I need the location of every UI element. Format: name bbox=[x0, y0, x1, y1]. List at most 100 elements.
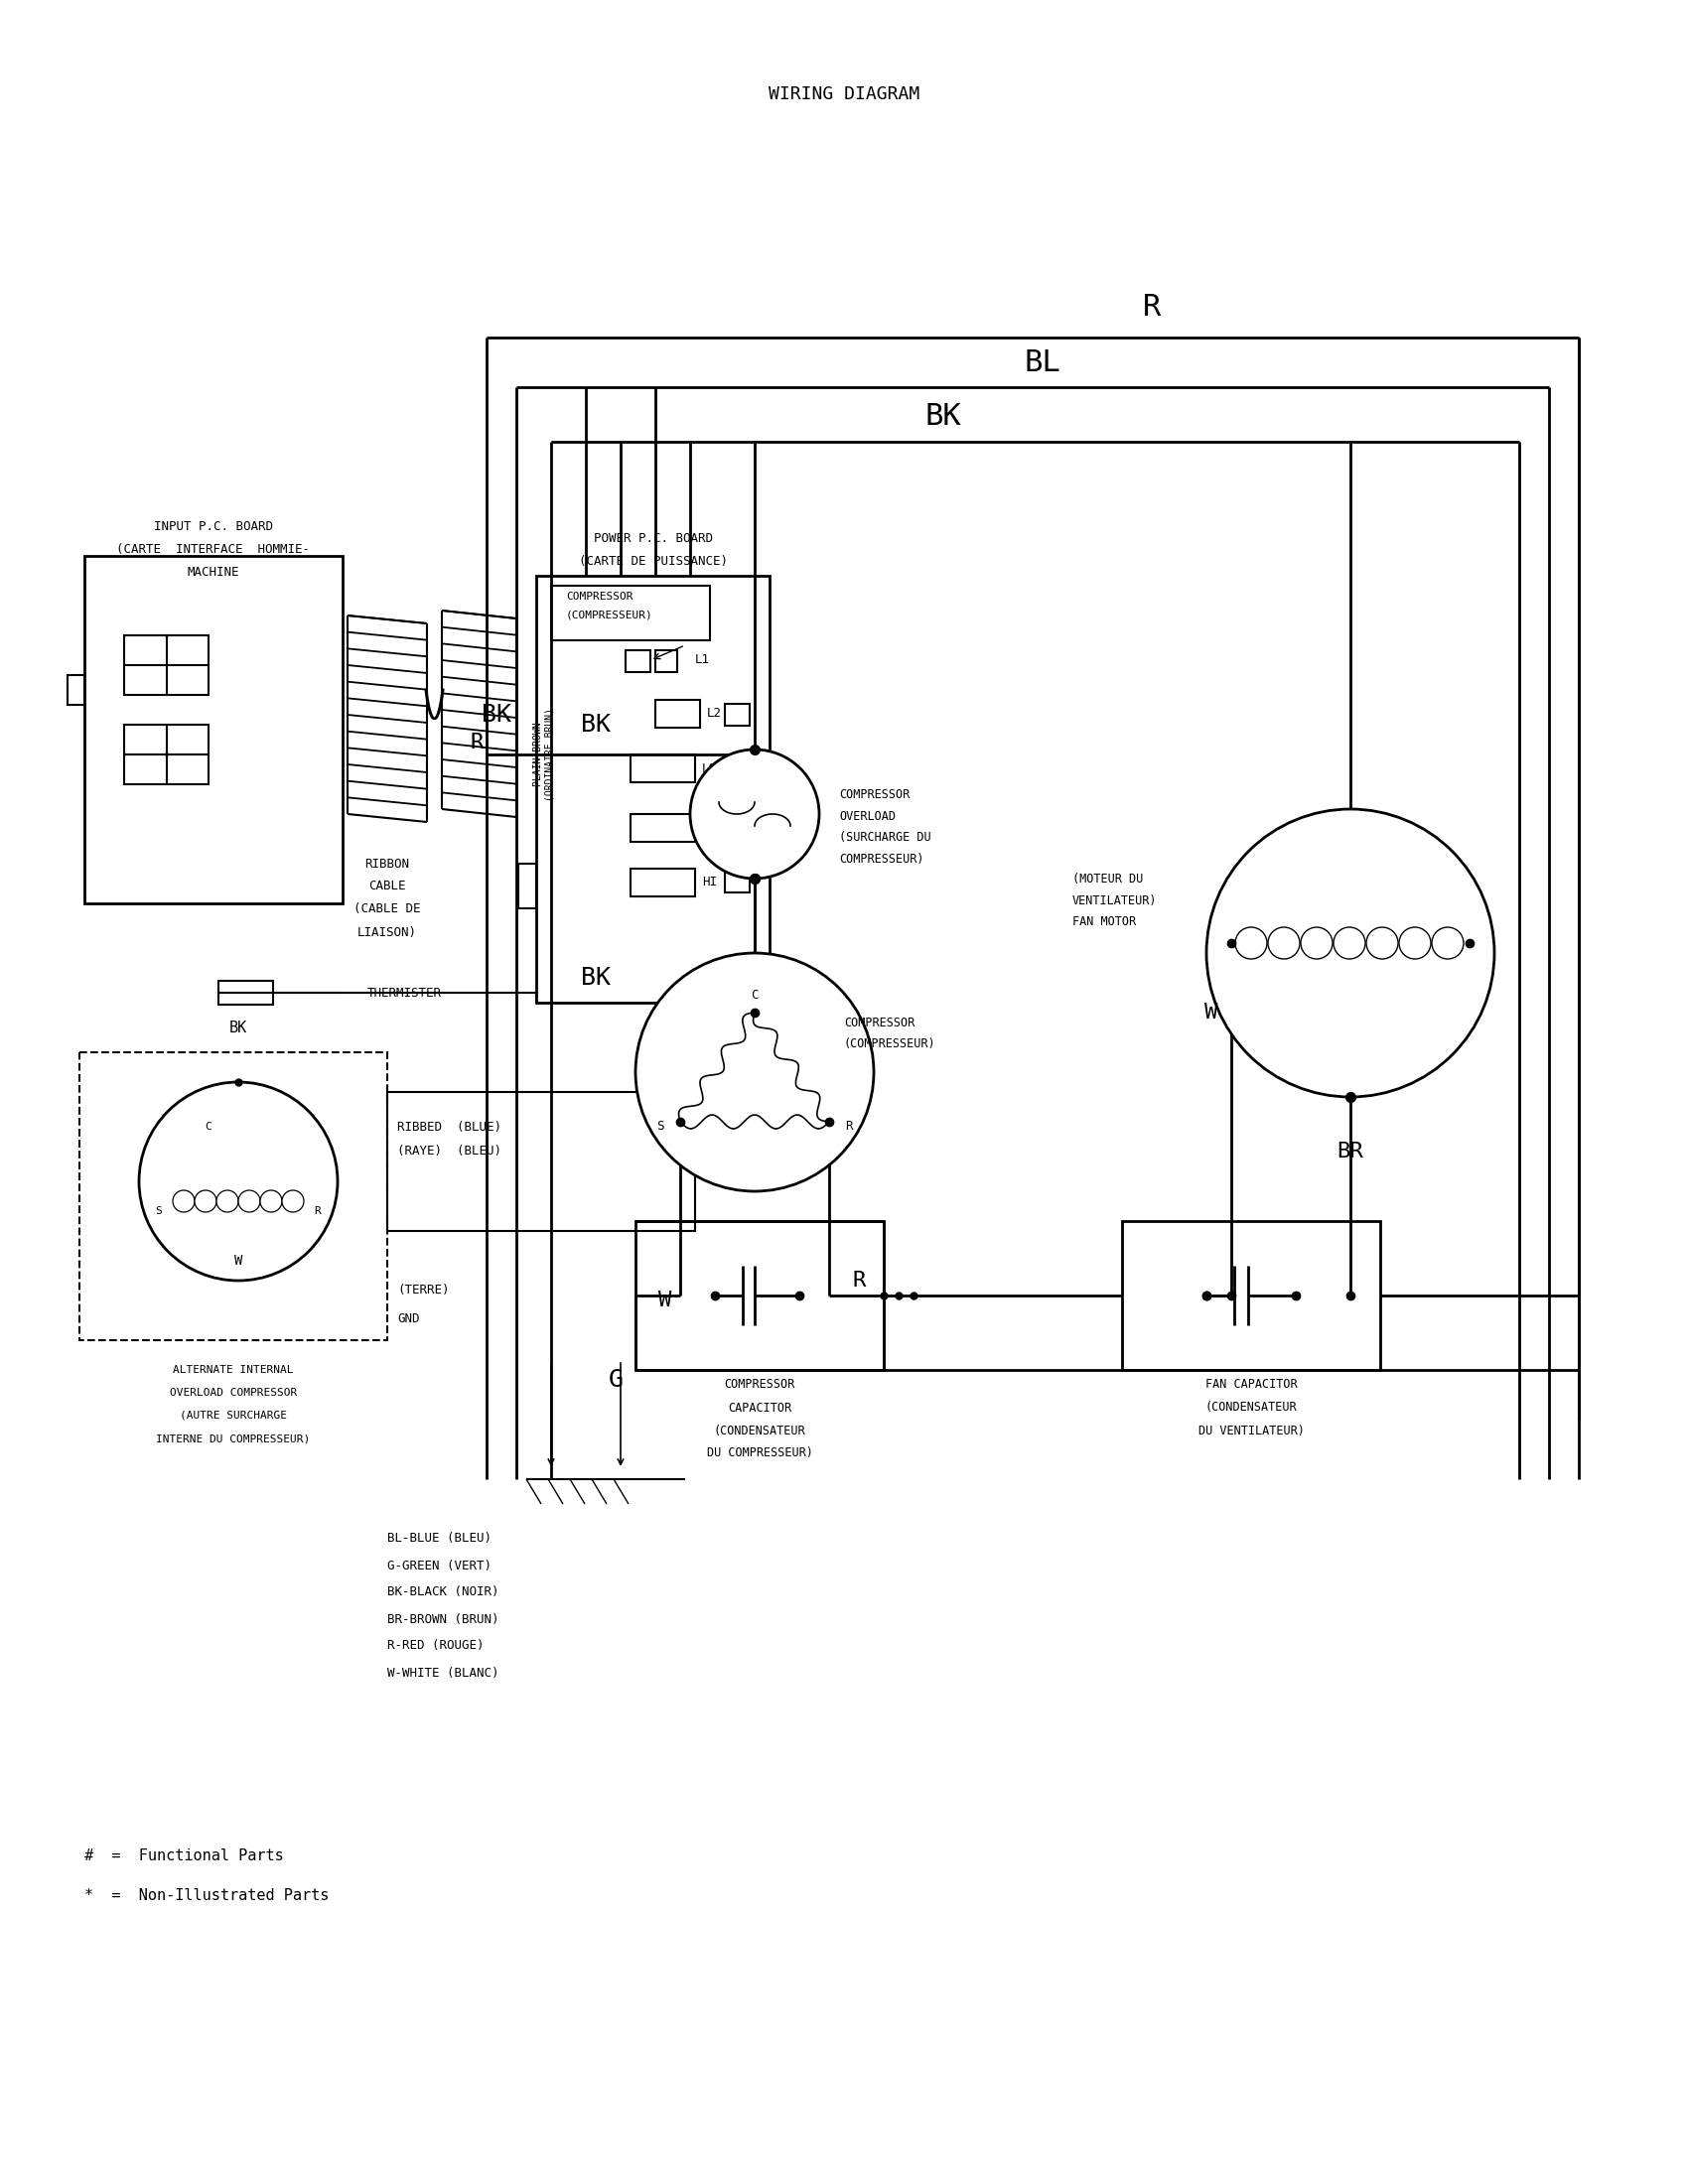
Bar bbox=[626, 651, 650, 673]
Circle shape bbox=[282, 1190, 304, 1212]
Bar bbox=[631, 815, 695, 841]
Text: BK: BK bbox=[925, 402, 962, 432]
Text: L2: L2 bbox=[707, 708, 722, 721]
Text: MACHINE: MACHINE bbox=[187, 566, 240, 579]
Circle shape bbox=[260, 1190, 282, 1212]
Text: G-GREEN (VERT): G-GREEN (VERT) bbox=[387, 1559, 491, 1572]
Text: R: R bbox=[314, 1206, 321, 1216]
Text: W: W bbox=[658, 1291, 672, 1310]
Text: W: W bbox=[1205, 1002, 1219, 1022]
Text: W-WHITE (BLANC): W-WHITE (BLANC) bbox=[387, 1666, 500, 1679]
Text: COMPRESSOR: COMPRESSOR bbox=[724, 1378, 795, 1391]
Text: C: C bbox=[751, 987, 758, 1000]
Text: BL-BLUE (BLEU): BL-BLUE (BLEU) bbox=[387, 1533, 491, 1546]
Circle shape bbox=[216, 1190, 238, 1212]
Text: R-RED (ROUGE): R-RED (ROUGE) bbox=[387, 1640, 484, 1653]
Circle shape bbox=[1207, 808, 1494, 1096]
Text: CABLE: CABLE bbox=[368, 880, 405, 893]
Text: R: R bbox=[469, 732, 483, 753]
Text: (MOTEUR DU: (MOTEUR DU bbox=[1072, 871, 1143, 885]
Bar bbox=[655, 651, 677, 673]
Text: C: C bbox=[206, 1123, 213, 1131]
Circle shape bbox=[690, 749, 819, 878]
Text: OVERLOAD COMPRESSOR: OVERLOAD COMPRESSOR bbox=[170, 1387, 297, 1398]
Text: (CARTE DE PUISSANCE): (CARTE DE PUISSANCE) bbox=[579, 555, 728, 568]
Text: COMPRESSOR: COMPRESSOR bbox=[844, 1016, 915, 1029]
Text: LIAISON): LIAISON) bbox=[358, 926, 417, 939]
Circle shape bbox=[1334, 928, 1366, 959]
Text: BR: BR bbox=[1337, 1142, 1364, 1162]
Circle shape bbox=[172, 1190, 194, 1212]
Text: (TERRE): (TERRE) bbox=[397, 1284, 449, 1297]
Bar bbox=[68, 675, 84, 705]
Bar bbox=[655, 699, 701, 727]
Bar bbox=[635, 1221, 885, 1369]
Bar bbox=[631, 753, 695, 782]
Text: L1: L1 bbox=[695, 653, 711, 666]
Bar bbox=[218, 981, 273, 1005]
Text: WIRING DIAGRAM: WIRING DIAGRAM bbox=[768, 85, 920, 103]
Text: FAN MOTOR: FAN MOTOR bbox=[1072, 915, 1136, 928]
Text: (CONDENSATEUR: (CONDENSATEUR bbox=[1205, 1402, 1296, 1415]
Text: POWER P.C. BOARD: POWER P.C. BOARD bbox=[594, 533, 712, 546]
Text: COMPRESSOR: COMPRESSOR bbox=[839, 788, 910, 802]
Text: R: R bbox=[852, 1271, 866, 1291]
Text: PLAIN BROWN
(ORDINAIRE BRUN): PLAIN BROWN (ORDINAIRE BRUN) bbox=[533, 708, 555, 802]
Text: *  =  Non-Illustrated Parts: * = Non-Illustrated Parts bbox=[84, 1889, 329, 1904]
Bar bbox=[724, 817, 749, 839]
Circle shape bbox=[1268, 928, 1300, 959]
Bar bbox=[125, 725, 209, 784]
Text: W: W bbox=[235, 1254, 243, 1267]
Text: BL: BL bbox=[1025, 347, 1060, 376]
Text: LOW: LOW bbox=[702, 762, 724, 775]
Text: VENTILATEUR): VENTILATEUR) bbox=[1072, 893, 1158, 906]
Bar bbox=[550, 585, 711, 640]
Circle shape bbox=[1236, 928, 1268, 959]
Bar bbox=[724, 703, 749, 725]
Bar bbox=[84, 557, 343, 904]
Text: ALTERNATE INTERNAL: ALTERNATE INTERNAL bbox=[172, 1365, 294, 1376]
Circle shape bbox=[1431, 928, 1463, 959]
Circle shape bbox=[138, 1081, 338, 1280]
Text: INTERNE DU COMPRESSEUR): INTERNE DU COMPRESSEUR) bbox=[157, 1433, 311, 1444]
Text: OVERLOAD: OVERLOAD bbox=[839, 810, 896, 823]
Text: GND: GND bbox=[397, 1313, 420, 1326]
Text: DU VENTILATEUR): DU VENTILATEUR) bbox=[1198, 1424, 1305, 1437]
Text: R: R bbox=[1143, 293, 1161, 321]
Text: MED: MED bbox=[702, 821, 724, 834]
Text: BK: BK bbox=[230, 1020, 248, 1035]
Circle shape bbox=[1366, 928, 1398, 959]
Circle shape bbox=[1399, 928, 1431, 959]
Text: R: R bbox=[846, 1120, 852, 1133]
Bar bbox=[1123, 1221, 1381, 1369]
Text: COMPRESSOR: COMPRESSOR bbox=[565, 592, 633, 601]
Circle shape bbox=[238, 1190, 260, 1212]
Text: S: S bbox=[657, 1120, 663, 1133]
Text: BK-BLACK (NOIR): BK-BLACK (NOIR) bbox=[387, 1586, 500, 1599]
Text: RIBBON: RIBBON bbox=[365, 856, 410, 869]
Text: (SURCHARGE DU: (SURCHARGE DU bbox=[839, 832, 932, 845]
Bar bbox=[125, 636, 209, 695]
Bar bbox=[724, 758, 749, 780]
Bar bbox=[79, 1053, 387, 1341]
Text: S: S bbox=[155, 1206, 162, 1216]
Text: (CONDENSATEUR: (CONDENSATEUR bbox=[714, 1424, 805, 1437]
Text: DU COMPRESSEUR): DU COMPRESSEUR) bbox=[707, 1446, 812, 1459]
Text: BK: BK bbox=[581, 712, 611, 736]
Bar bbox=[631, 869, 695, 895]
Text: (COMPRESSEUR): (COMPRESSEUR) bbox=[565, 612, 653, 620]
Text: G: G bbox=[608, 1367, 623, 1391]
Text: (CABLE DE: (CABLE DE bbox=[354, 902, 420, 915]
Text: (COMPRESSEUR): (COMPRESSEUR) bbox=[844, 1037, 935, 1051]
Text: (RAYE)  (BLEU): (RAYE) (BLEU) bbox=[397, 1144, 501, 1158]
Circle shape bbox=[1301, 928, 1332, 959]
Text: BK: BK bbox=[481, 703, 511, 727]
Text: BK: BK bbox=[581, 965, 611, 989]
Bar bbox=[537, 577, 770, 1002]
Text: BR-BROWN (BRUN): BR-BROWN (BRUN) bbox=[387, 1612, 500, 1625]
Circle shape bbox=[635, 952, 874, 1190]
Bar bbox=[518, 863, 537, 909]
Bar bbox=[724, 871, 749, 893]
Text: COMPRESSEUR): COMPRESSEUR) bbox=[839, 854, 923, 867]
Text: #  =  Functional Parts: # = Functional Parts bbox=[84, 1850, 284, 1863]
